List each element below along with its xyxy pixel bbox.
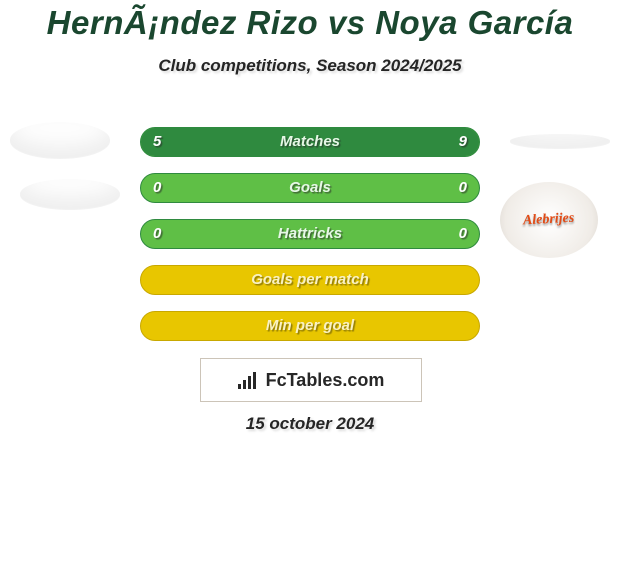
stat-value-right: 0: [459, 220, 467, 248]
club-logo-alebrijes: Alebrijes: [500, 182, 598, 258]
bar-chart-icon: [238, 371, 260, 389]
stat-value-left: 0: [153, 174, 161, 202]
stat-value-right: 9: [459, 128, 467, 156]
brand-box[interactable]: FcTables.com: [200, 358, 422, 402]
stat-value-left: 5: [153, 128, 161, 156]
date-line: 15 october 2024: [0, 414, 620, 434]
page-title: HernÃ¡ndez Rizo vs Noya García: [0, 4, 620, 42]
stat-rows: Matches59Goals00Hattricks00Goals per mat…: [140, 127, 480, 357]
stat-label: Matches: [141, 128, 479, 156]
stat-label: Goals per match: [141, 266, 479, 294]
stat-row-goals: Goals0 0: [140, 173, 480, 203]
player-left-badge-1: [10, 122, 110, 158]
player-right-badge-1: [510, 134, 610, 148]
stat-value-left: 0: [153, 220, 161, 248]
club-logo-text: Alebrijes: [523, 211, 575, 230]
stat-value-right: 0: [459, 174, 467, 202]
stat-row-min-per-goal: Min per goal: [140, 311, 480, 341]
stat-row-hattricks: Hattricks0 0: [140, 219, 480, 249]
brand-text: FcTables.com: [266, 370, 385, 391]
stat-row-matches: Matches5 9: [140, 127, 480, 157]
subtitle: Club competitions, Season 2024/2025: [0, 56, 620, 76]
player-left-badge-2: [20, 179, 120, 209]
stat-label: Hattricks: [141, 220, 479, 248]
stat-label: Min per goal: [141, 312, 479, 340]
stat-row-goals-per-match: Goals per match: [140, 265, 480, 295]
stat-label: Goals: [141, 174, 479, 202]
